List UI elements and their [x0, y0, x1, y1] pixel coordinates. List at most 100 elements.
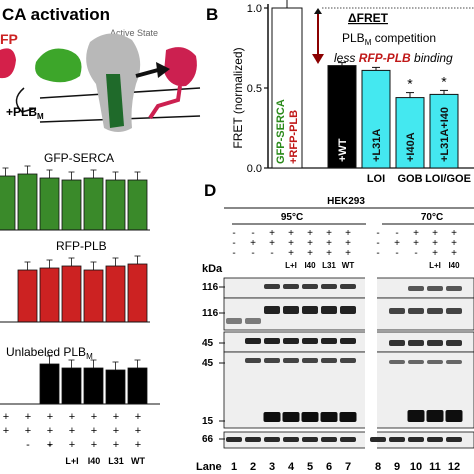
blot-band — [264, 358, 280, 363]
unlabeled-plbm-bar — [83, 367, 104, 405]
panel-d-row2-symbol: + — [326, 238, 332, 249]
panel-b-bar-label-control-rfp: +RFP-PLB — [288, 110, 300, 164]
blot-band — [245, 358, 261, 363]
panel-b-bar — [429, 93, 459, 169]
dfret-arrow-tip-top — [314, 8, 322, 14]
mw-marker-label: 15 — [202, 416, 214, 427]
blot-band — [370, 437, 386, 442]
panel-d: D HEK293 95°C 70°C - - + + + + + - - + + +- + + + + + + - +… — [196, 181, 474, 473]
panel-d-row3-symbol: + — [326, 248, 332, 259]
blot-band — [427, 286, 443, 291]
blot-band — [340, 338, 356, 344]
panel-b-significance-star: * — [407, 76, 413, 92]
svg-text:less RFP-PLB binding: less RFP-PLB binding — [334, 51, 453, 65]
blot-band — [389, 360, 405, 364]
plbm-subscript: M — [37, 112, 44, 121]
gfp-serca-bar — [61, 179, 82, 231]
panel-a-variant-label: WT — [131, 456, 145, 466]
unlabeled-plbm-bar — [105, 369, 126, 405]
panel-d-row2-symbol: + — [288, 238, 294, 249]
mw-marker-label: 66 — [202, 434, 214, 445]
blot-band — [321, 306, 337, 314]
blot-band — [446, 340, 462, 346]
panel-b-bar — [395, 97, 425, 169]
unlabeled-plbm-bar — [127, 367, 148, 405]
blot-band — [245, 437, 261, 442]
panel-a-row1-symbol: + — [25, 411, 31, 423]
panel-d-mw-markers: 116 116 45 45 15 66 — [202, 282, 225, 445]
panel-a-row3-symbol: + — [135, 439, 141, 451]
panel-a-row2-symbol: + — [47, 425, 53, 437]
panel-a-variant-label: L+I — [65, 456, 78, 466]
lane-label: Lane — [196, 461, 222, 473]
panel-b-group-label: LOI — [367, 173, 385, 185]
blot-band — [446, 308, 462, 314]
panel-d-row4-symbol: I40 — [304, 261, 316, 270]
rfp-plb-bar — [39, 267, 60, 323]
panel-d-row2-symbol: - — [376, 238, 379, 249]
binding-arrow — [135, 68, 159, 78]
panel-d-row3-symbol: - — [270, 248, 273, 259]
panel-a-row2-symbol: + — [113, 425, 119, 437]
unlabeled-plbm-subscript: M — [86, 352, 93, 361]
panel-b-bar-label-control-gfp: GFP-SERCA — [275, 99, 287, 164]
panel-d-row2-symbol: + — [307, 238, 313, 249]
panel-a-row1-symbol: + — [91, 411, 97, 423]
plb-tail — [148, 85, 182, 120]
lane-number: 3 — [269, 461, 275, 473]
svg-text:+PLBM: +PLBM — [6, 105, 44, 121]
panel-d-row1-symbol: + — [288, 228, 294, 239]
panel-d-letter: D — [204, 181, 216, 200]
blot-band — [340, 284, 356, 289]
binding-arrowhead — [156, 62, 170, 78]
blot-band — [446, 286, 462, 291]
blot-band — [264, 437, 280, 442]
panel-a-row3-symbol: + — [69, 439, 75, 451]
panel-d-row2-symbol: + — [250, 238, 256, 249]
panel-a-row1-symbol: + — [69, 411, 75, 423]
panel-a-row3-symbol: - — [26, 439, 30, 451]
blot-band — [321, 284, 337, 289]
panel-a: CA activation FP Active State +PLBM GFP-… — [0, 5, 201, 466]
panel-b-bar-label: +L31A+I40 — [439, 107, 451, 162]
rfp-plb-bar — [61, 265, 82, 323]
panel-d-row2-symbol: + — [394, 238, 400, 249]
panel-a-condition-rows: + + + + + + ++ + + + + + +- -+ + + + +L+I I40 L31 WT — [3, 411, 146, 466]
gfp-serca-bar — [83, 177, 104, 231]
blot-band — [302, 358, 318, 363]
blot-band — [245, 338, 261, 344]
gfp-serca-bar — [127, 179, 148, 231]
panel-a-row1-symbol: + — [135, 411, 141, 423]
blot-band — [408, 308, 424, 314]
blot-band — [445, 410, 463, 422]
mw-marker-label: 116 — [202, 308, 219, 319]
panel-b-bar — [361, 69, 391, 169]
blot-band — [408, 286, 424, 291]
panel-b-group-label: GOB — [397, 173, 422, 185]
panel-a-row1-symbol: + — [47, 411, 53, 423]
blot-band — [339, 412, 357, 422]
panel-a-row3-symbol: - — [48, 439, 52, 451]
blot-band — [340, 306, 356, 314]
panel-d-row3-symbol: - — [376, 248, 379, 259]
lane-number: 11 — [429, 461, 441, 473]
temp-95-label: 95°C — [281, 212, 303, 223]
blot-band — [283, 437, 299, 442]
panel-a-row2-symbol: + — [69, 425, 75, 437]
panel-d-row1-symbol: - — [232, 228, 235, 239]
panel-d-row4-symbol: L31 — [322, 261, 336, 270]
panel-b-bar-label: +L31A — [371, 129, 383, 162]
lane-number: 8 — [375, 461, 381, 473]
unlabeled-plbm-label: Unlabeled PLB — [6, 345, 86, 359]
panel-b-group-labels: LOI GOB LOI/GOE — [367, 173, 471, 185]
blot-band — [408, 360, 424, 364]
blot-band — [264, 284, 280, 289]
lane-number: 10 — [410, 461, 422, 473]
panel-d-western-blots — [223, 276, 474, 452]
blot-band — [389, 308, 405, 314]
panel-d-row1-symbol: + — [326, 228, 332, 239]
dfret-label: ΔFRET — [348, 11, 389, 25]
unlabeled-plbm-bar — [61, 367, 82, 405]
dfret-arrowhead — [312, 54, 324, 64]
mw-marker-label: 116 — [202, 282, 219, 293]
